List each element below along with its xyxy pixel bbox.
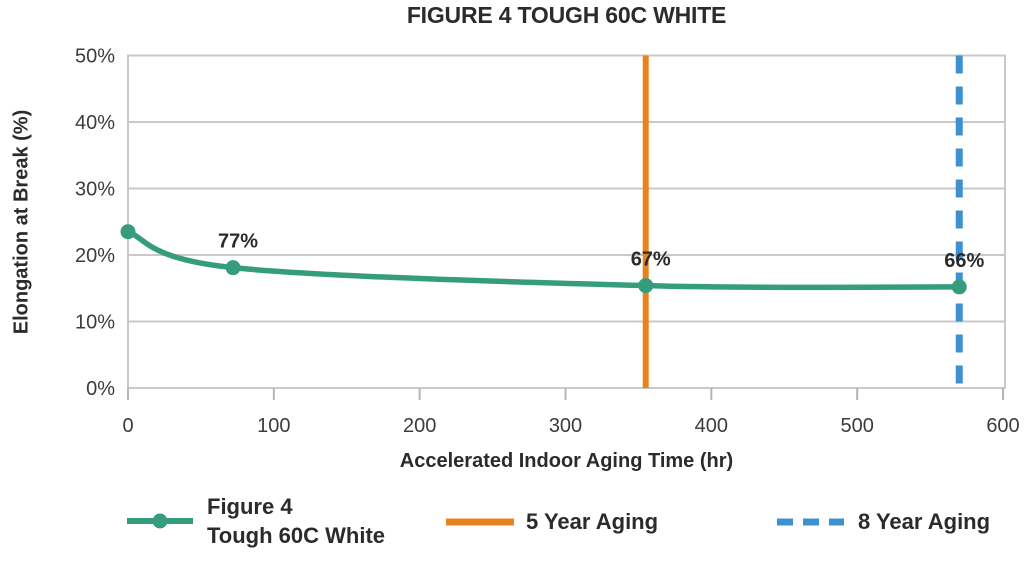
legend-item-series: Figure 4 Tough 60C White (127, 492, 385, 550)
svg-text:0: 0 (122, 415, 133, 437)
eight-year-dashed-line-icon (777, 518, 844, 526)
svg-text:77%: 77% (218, 231, 258, 253)
svg-text:100: 100 (257, 415, 290, 437)
svg-text:66%: 66% (944, 250, 984, 272)
five-year-line-icon (446, 518, 514, 526)
svg-text:50%: 50% (75, 46, 115, 68)
svg-text:600: 600 (986, 415, 1019, 437)
legend-item-5-year: 5 Year Aging (446, 507, 658, 536)
svg-text:400: 400 (695, 415, 728, 437)
svg-text:67%: 67% (631, 249, 671, 271)
legend-5-year-label: 5 Year Aging (526, 509, 659, 534)
svg-text:20%: 20% (75, 245, 115, 267)
legend-series-label-line1: Figure 4 (207, 494, 293, 519)
svg-text:10%: 10% (75, 312, 115, 334)
svg-text:30%: 30% (75, 179, 115, 201)
x-axis-title: Accelerated Indoor Aging Time (hr) (399, 450, 734, 472)
svg-text:500: 500 (840, 415, 873, 437)
svg-text:0%: 0% (86, 378, 115, 400)
svg-text:200: 200 (403, 415, 436, 437)
svg-text:40%: 40% (75, 112, 115, 134)
legend-series-label: Figure 4 Tough 60C White (207, 492, 385, 550)
legend-series-label-line2: Tough 60C White (207, 523, 386, 549)
series-line-icon (127, 513, 193, 529)
svg-text:300: 300 (549, 415, 582, 437)
chart-title: FIGURE 4 TOUGH 60C WHITE (406, 2, 727, 28)
legend-item-8-year: 8 Year Aging (776, 507, 990, 536)
plot-area: 0 100 200 300 400 500 600 0% 10% 20% 30% 40% 50% 77% 6… (75, 46, 1020, 438)
legend-8-year-label: 8 Year Aging (858, 509, 991, 534)
